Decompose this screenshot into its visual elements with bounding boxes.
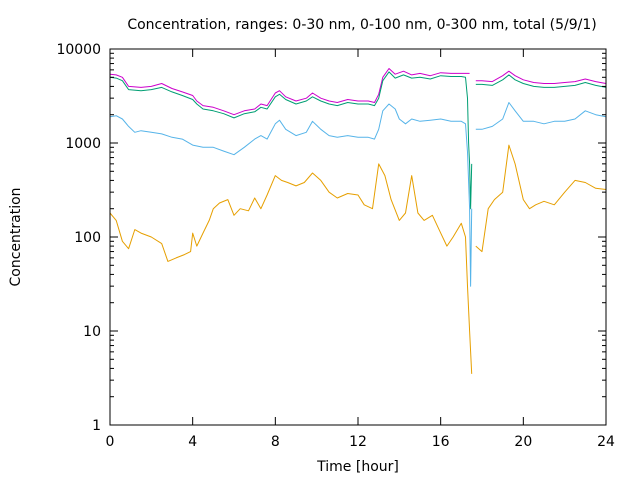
- x-tick-label: 24: [597, 434, 615, 450]
- x-tick-label: 12: [349, 434, 367, 450]
- x-tick-label: 16: [432, 434, 450, 450]
- series-4-line: [109, 163, 473, 374]
- series-2-line: [475, 74, 607, 88]
- x-tick-label: 20: [514, 434, 532, 450]
- y-tick-label: 10000: [56, 42, 101, 58]
- x-axis-label: Time [hour]: [316, 459, 399, 475]
- series-3-line: [475, 102, 607, 130]
- series-1-line: [475, 70, 607, 84]
- series-1-line: [109, 68, 470, 116]
- y-tick-label: 100: [74, 230, 101, 246]
- series-4-line: [475, 144, 607, 253]
- plot-frame: [109, 48, 607, 426]
- x-tick-label: 0: [106, 434, 115, 450]
- x-tick-label: 4: [188, 434, 197, 450]
- series-layer: [109, 68, 607, 374]
- y-tick-label: 1: [92, 418, 101, 434]
- y-tick-label: 10: [83, 324, 101, 340]
- series-3-line: [109, 103, 473, 287]
- chart-title: Concentration, ranges: 0-30 nm, 0-100 nm…: [127, 17, 596, 33]
- ticks-layer: 0 4 8 12 16 20 24 1 10 100 1000 10000: [56, 42, 615, 450]
- series-2-line: [109, 71, 473, 210]
- y-tick-label: 1000: [65, 136, 101, 152]
- x-tick-label: 8: [271, 434, 280, 450]
- y-axis-label: Concentration: [8, 187, 24, 286]
